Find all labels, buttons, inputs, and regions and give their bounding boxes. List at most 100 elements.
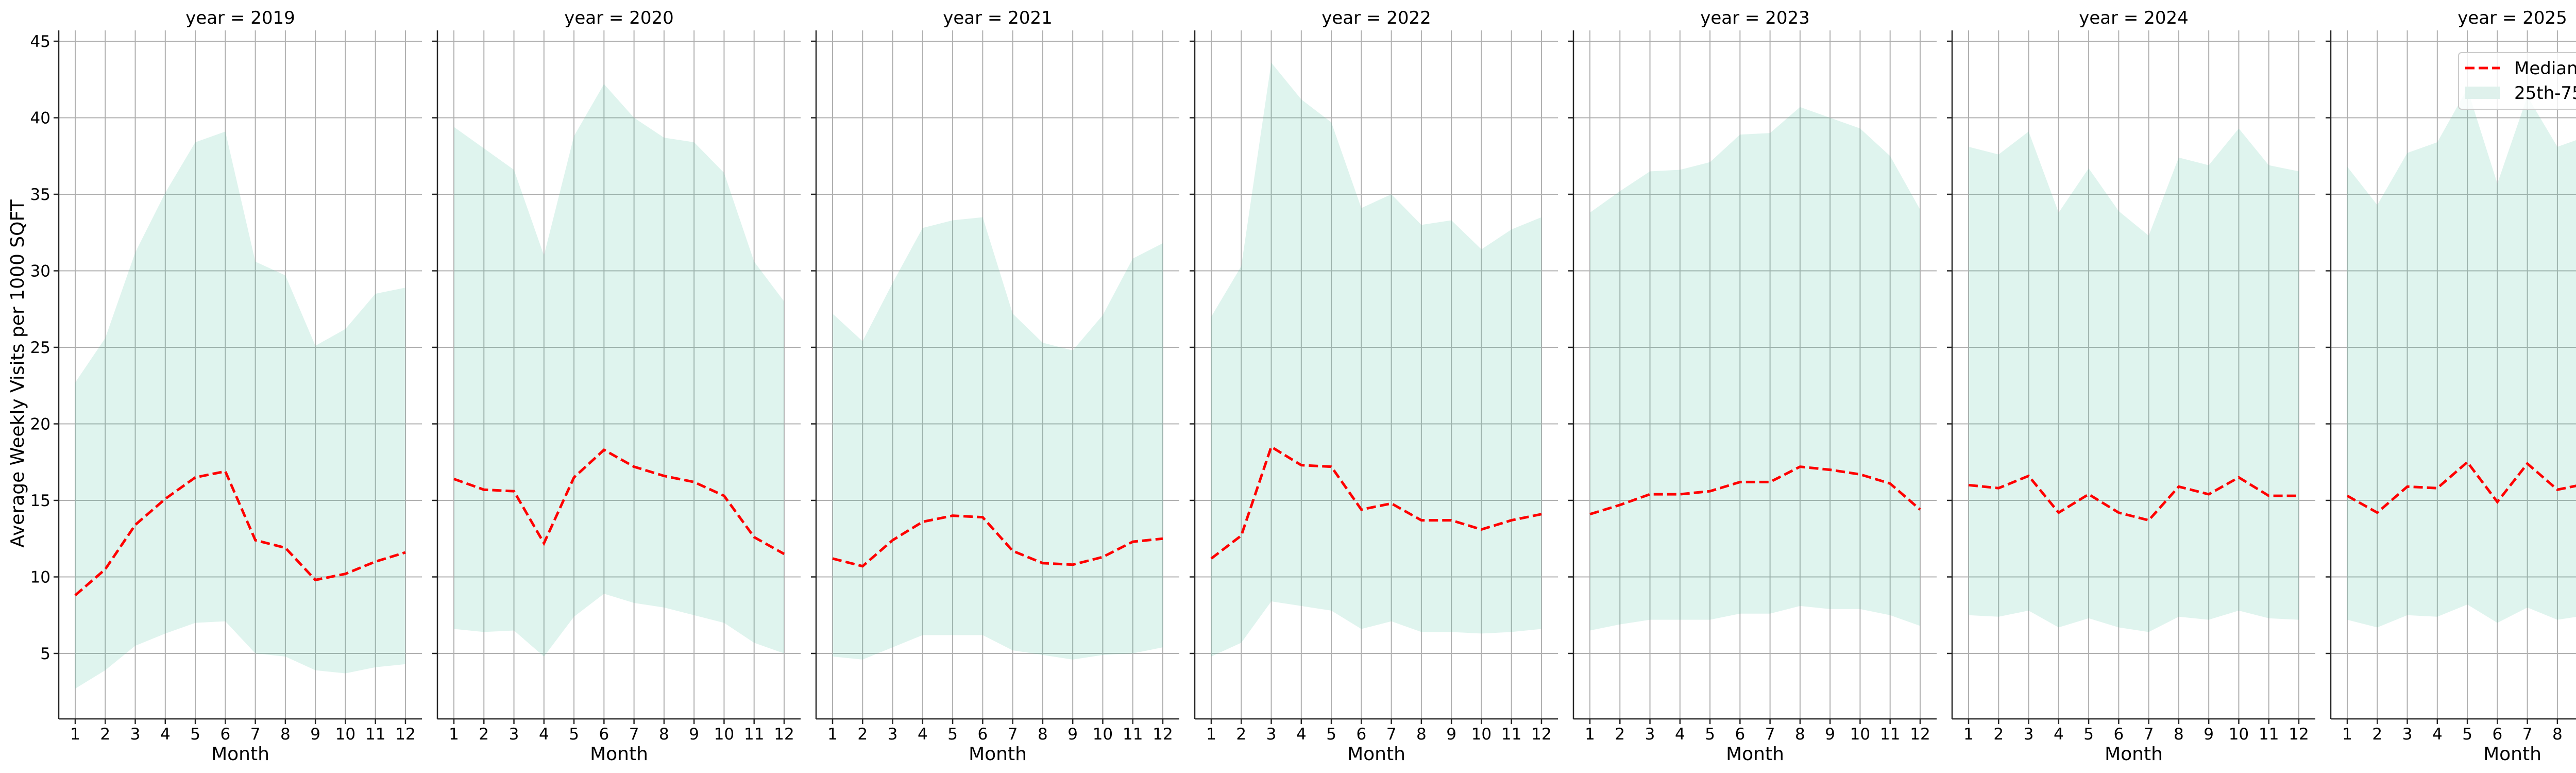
x-tick-label: 6 [1356, 725, 1366, 744]
x-tick-label: 2 [1236, 725, 1246, 744]
x-tick-label: 10 [1850, 725, 1870, 744]
x-tick-label: 12 [395, 725, 415, 744]
x-tick-label: 6 [2492, 725, 2502, 744]
x-tick-label: 7 [1765, 725, 1775, 744]
x-tick-label: 4 [918, 725, 928, 744]
x-tick-label: 12 [2289, 725, 2309, 744]
percentile-band [2347, 89, 2576, 628]
x-tick-label: 8 [659, 725, 669, 744]
x-tick-label: 10 [335, 725, 355, 744]
x-tick-label: 7 [2144, 725, 2154, 744]
percentile-band [75, 131, 405, 689]
x-tick-label: 12 [1153, 725, 1173, 744]
median-line [832, 514, 1163, 568]
percentile-band [833, 217, 1163, 660]
x-tick-label: 2 [100, 725, 110, 744]
x-tick-label: 3 [509, 725, 519, 744]
x-tick-label: 11 [1880, 725, 1900, 744]
x-tick-label: 12 [774, 725, 794, 744]
gridlines [2331, 30, 2576, 719]
x-tick-label: 10 [2229, 725, 2249, 744]
median-line [74, 469, 406, 597]
x-tick-label: 12 [1910, 725, 1930, 744]
x-tick-label: 2 [1993, 725, 2004, 744]
x-tick-label: 9 [1446, 725, 1456, 744]
x-axis-label: Month [969, 744, 1027, 765]
gridlines [1195, 30, 1558, 719]
x-tick-label: 4 [1296, 725, 1307, 744]
x-axis-label: Month [1726, 744, 1784, 765]
x-tick-label: 1 [1206, 725, 1216, 744]
median-line [2346, 460, 2576, 514]
legend: Median 25th-75th Percentile [2458, 52, 2576, 110]
x-tick-label: 9 [689, 725, 699, 744]
x-tick-label: 11 [1123, 725, 1143, 744]
x-tick-label: 4 [160, 725, 171, 744]
gridlines [1573, 30, 1937, 719]
y-axis-label: Average Weekly Visits per 1000 SQFT [7, 199, 28, 547]
x-tick-label: 8 [2174, 725, 2184, 744]
percentile-band [454, 84, 784, 657]
x-tick-label: 1 [449, 725, 459, 744]
x-tick-label: 3 [130, 725, 141, 744]
percentile-band [1590, 107, 1920, 631]
x-tick-label: 1 [827, 725, 838, 744]
x-tick-label: 8 [1416, 725, 1427, 744]
x-tick-label: 12 [1531, 725, 1551, 744]
x-tick-label: 3 [2402, 725, 2413, 744]
x-tick-label: 11 [1501, 725, 1521, 744]
median-line [453, 448, 785, 556]
x-tick-label: 2 [1615, 725, 1625, 744]
median-line [1210, 445, 1542, 560]
x-tick-label: 4 [2432, 725, 2443, 744]
panel-title: year = 2019 [185, 8, 295, 28]
gridlines [59, 30, 422, 719]
x-tick-label: 6 [2113, 725, 2124, 744]
x-tick-label: 9 [2204, 725, 2214, 744]
x-tick-label: 2 [2372, 725, 2382, 744]
x-axis-label: Month [211, 744, 269, 765]
x-tick-label: 11 [365, 725, 385, 744]
percentile-band [1969, 128, 2299, 632]
legend-band-swatch-icon [2465, 87, 2500, 99]
panel-title: year = 2022 [1321, 8, 1431, 28]
x-axis-label: Month [590, 744, 648, 765]
y-tick-label: 40 [30, 109, 50, 128]
x-tick-label: 5 [190, 725, 200, 744]
x-tick-label: 5 [947, 725, 958, 744]
percentile-band [1211, 62, 1541, 657]
x-tick-label: 11 [744, 725, 764, 744]
x-tick-label: 6 [1735, 725, 1745, 744]
x-tick-label: 2 [857, 725, 868, 744]
x-tick-label: 5 [2462, 725, 2472, 744]
x-tick-label: 3 [2024, 725, 2034, 744]
x-tick-label: 3 [1645, 725, 1655, 744]
x-tick-label: 5 [1326, 725, 1336, 744]
y-tick-label: 35 [30, 186, 50, 204]
x-axis-label: Month [2105, 744, 2163, 765]
x-tick-label: 7 [2522, 725, 2533, 744]
x-tick-label: 7 [250, 725, 261, 744]
x-tick-label: 4 [539, 725, 549, 744]
y-tick-label: 5 [40, 645, 50, 663]
x-tick-label: 7 [1386, 725, 1397, 744]
gridlines [437, 30, 801, 719]
x-axis-label: Month [2483, 744, 2541, 765]
y-tick-label: 25 [30, 339, 50, 357]
x-tick-label: 1 [70, 725, 80, 744]
x-tick-label: 5 [2083, 725, 2094, 744]
x-tick-label: 7 [629, 725, 639, 744]
x-tick-label: 5 [1705, 725, 1715, 744]
y-tick-label: 45 [30, 32, 50, 51]
panel-title: year = 2021 [943, 8, 1052, 28]
y-tick-label: 10 [30, 568, 50, 587]
